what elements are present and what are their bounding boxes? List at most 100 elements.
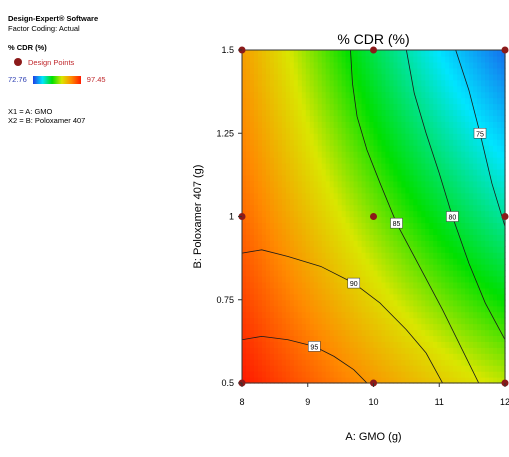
- surface-cell: [337, 186, 343, 194]
- surface-cell: [269, 109, 275, 117]
- surface-cell: [377, 275, 383, 283]
- surface-cell: [253, 323, 259, 331]
- surface-cell: [285, 168, 291, 176]
- surface-cell: [293, 323, 299, 331]
- surface-cell: [461, 216, 466, 224]
- surface-cell: [469, 234, 474, 241]
- surface-cell: [301, 299, 307, 307]
- surface-cell: [385, 50, 391, 57]
- surface-cell: [373, 341, 379, 348]
- surface-cell: [405, 151, 410, 158]
- surface-cell: [313, 186, 319, 194]
- surface-cell: [397, 151, 402, 158]
- surface-cell: [365, 103, 371, 111]
- surface-cell: [285, 359, 291, 366]
- surface-cell: [325, 151, 331, 158]
- surface-cell: [445, 275, 450, 283]
- surface-cell: [373, 180, 379, 188]
- surface-cell: [445, 204, 450, 212]
- surface-cell: [242, 61, 247, 69]
- surface-cell: [281, 341, 287, 348]
- surface-cell: [269, 133, 275, 140]
- surface-cell: [341, 240, 347, 247]
- surface-cell: [301, 323, 307, 331]
- surface-cell: [421, 371, 426, 378]
- surface-cell: [437, 329, 442, 337]
- surface-cell: [281, 228, 287, 235]
- surface-cell: [461, 157, 466, 164]
- surface-cell: [273, 61, 279, 69]
- surface-cell: [381, 240, 387, 247]
- surface-cell: [345, 293, 351, 301]
- surface-cell: [429, 264, 434, 271]
- surface-cell: [329, 317, 335, 325]
- surface-cell: [417, 281, 422, 289]
- surface-cell: [473, 335, 478, 342]
- surface-cell: [265, 287, 271, 295]
- surface-cell: [321, 359, 327, 366]
- surface-cell: [401, 79, 406, 87]
- surface-cell: [301, 133, 307, 140]
- surface-cell: [365, 157, 371, 164]
- surface-cell: [413, 365, 418, 372]
- surface-cell: [357, 371, 363, 378]
- surface-cell: [465, 67, 470, 75]
- surface-cell: [449, 359, 454, 366]
- surface-cell: [365, 192, 371, 200]
- surface-cell: [289, 377, 295, 384]
- surface-cell: [249, 91, 255, 99]
- surface-cell: [337, 252, 343, 259]
- surface-cell: [385, 127, 391, 134]
- surface-cell: [309, 323, 315, 331]
- surface-cell: [325, 174, 331, 182]
- surface-cell: [285, 127, 291, 134]
- surface-cell: [465, 85, 470, 93]
- surface-cell: [493, 91, 498, 99]
- surface-cell: [433, 79, 438, 87]
- surface-cell: [289, 210, 295, 218]
- surface-cell: [325, 157, 331, 164]
- surface-cell: [421, 91, 426, 99]
- surface-cell: [325, 329, 331, 337]
- surface-cell: [313, 359, 319, 366]
- surface-cell: [381, 157, 387, 164]
- surface-cell: [457, 281, 462, 289]
- surface-cell: [381, 168, 387, 176]
- surface-cell: [285, 50, 291, 57]
- surface-cell: [457, 216, 462, 224]
- surface-cell: [249, 275, 255, 283]
- surface-cell: [409, 287, 414, 295]
- surface-cell: [417, 186, 422, 194]
- surface-cell: [345, 151, 351, 158]
- surface-cell: [305, 85, 311, 93]
- surface-cell: [365, 186, 371, 194]
- surface-cell: [341, 275, 347, 283]
- surface-cell: [325, 79, 331, 87]
- surface-cell: [317, 133, 323, 140]
- surface-cell: [469, 115, 474, 122]
- surface-cell: [357, 305, 363, 313]
- surface-cell: [477, 246, 482, 253]
- surface-cell: [457, 323, 462, 331]
- surface-cell: [373, 252, 379, 259]
- surface-cell: [489, 186, 494, 194]
- surface-cell: [461, 335, 466, 342]
- surface-cell: [361, 240, 367, 247]
- surface-cell: [321, 198, 327, 206]
- surface-cell: [377, 258, 383, 265]
- surface-cell: [481, 109, 486, 117]
- surface-cell: [437, 73, 442, 81]
- surface-cell: [297, 85, 303, 93]
- surface-cell: [273, 67, 279, 75]
- surface-cell: [485, 275, 490, 283]
- surface-cell: [242, 270, 247, 277]
- surface-cell: [461, 264, 466, 271]
- surface-cell: [413, 67, 418, 75]
- surface-cell: [253, 85, 259, 93]
- surface-cell: [401, 329, 406, 337]
- surface-cell: [469, 145, 474, 152]
- surface-cell: [401, 210, 406, 218]
- surface-cell: [361, 246, 367, 253]
- surface-cell: [377, 198, 383, 206]
- surface-cell: [453, 264, 458, 271]
